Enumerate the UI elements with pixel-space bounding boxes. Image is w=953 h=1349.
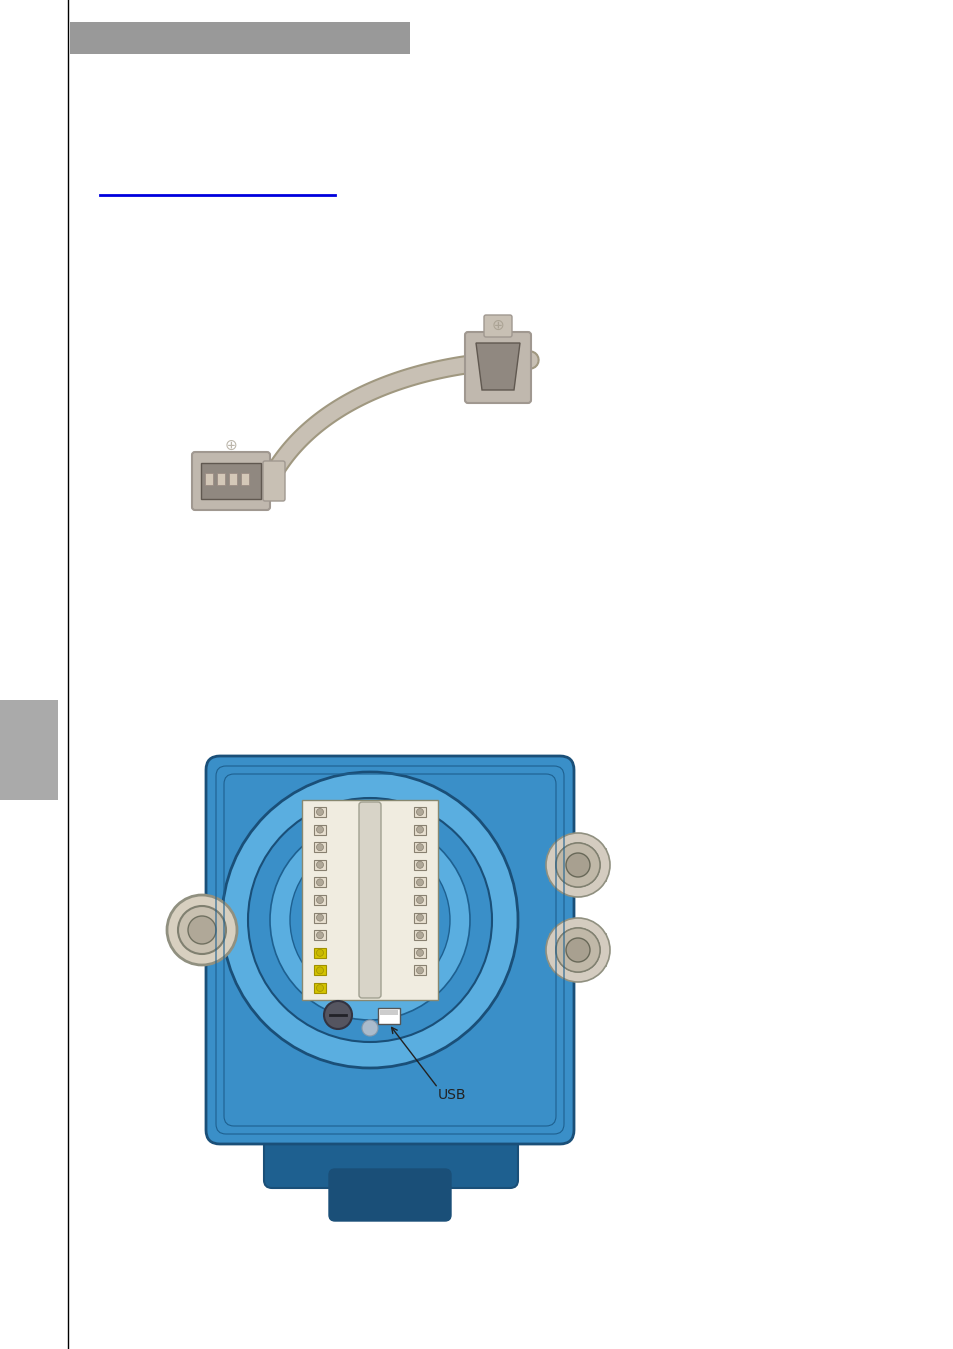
Bar	[314, 983, 326, 993]
Bar	[302, 800, 437, 1000]
Bar	[201, 463, 261, 499]
Bar	[314, 948, 326, 958]
FancyBboxPatch shape	[329, 1170, 451, 1221]
Circle shape	[556, 928, 599, 973]
FancyBboxPatch shape	[192, 452, 270, 510]
Circle shape	[167, 894, 236, 965]
FancyBboxPatch shape	[358, 803, 380, 998]
Circle shape	[316, 915, 323, 921]
Text: USB: USB	[437, 1089, 466, 1102]
Bar	[414, 807, 426, 817]
Bar	[414, 913, 426, 923]
Bar	[414, 824, 426, 835]
Bar	[314, 824, 326, 835]
Bar	[241, 473, 249, 486]
Bar	[377, 1008, 399, 1024]
Circle shape	[416, 880, 423, 886]
Bar	[216, 473, 225, 486]
Circle shape	[565, 938, 589, 962]
Circle shape	[556, 928, 599, 973]
Circle shape	[188, 916, 215, 944]
Circle shape	[178, 907, 226, 954]
Circle shape	[248, 799, 492, 1041]
Bar	[314, 966, 326, 975]
Circle shape	[545, 919, 609, 982]
Bar	[550, 934, 605, 966]
Circle shape	[316, 843, 323, 851]
Circle shape	[316, 950, 323, 956]
Bar	[205, 473, 213, 486]
Polygon shape	[476, 343, 519, 390]
Circle shape	[316, 808, 323, 816]
Circle shape	[416, 967, 423, 974]
Circle shape	[556, 843, 599, 888]
Bar	[414, 842, 426, 853]
Circle shape	[416, 843, 423, 851]
Circle shape	[324, 1001, 352, 1029]
Circle shape	[316, 967, 323, 974]
Bar	[70, 22, 410, 54]
Bar	[314, 842, 326, 853]
Circle shape	[416, 897, 423, 904]
FancyBboxPatch shape	[206, 755, 574, 1144]
Circle shape	[565, 853, 589, 877]
Circle shape	[316, 861, 323, 869]
FancyBboxPatch shape	[483, 316, 512, 337]
Bar	[314, 913, 326, 923]
Circle shape	[416, 915, 423, 921]
Circle shape	[416, 808, 423, 816]
Bar	[0, 700, 58, 800]
Bar	[414, 966, 426, 975]
Circle shape	[565, 938, 589, 962]
Bar	[414, 877, 426, 888]
Circle shape	[416, 950, 423, 956]
Bar	[314, 894, 326, 905]
Circle shape	[316, 880, 323, 886]
Circle shape	[316, 897, 323, 904]
Circle shape	[556, 843, 599, 888]
Bar	[414, 948, 426, 958]
Bar	[414, 931, 426, 940]
Bar	[314, 859, 326, 870]
Circle shape	[416, 932, 423, 939]
Circle shape	[222, 772, 517, 1068]
Bar	[314, 931, 326, 940]
FancyBboxPatch shape	[464, 332, 531, 403]
Circle shape	[290, 840, 450, 1000]
Circle shape	[545, 832, 609, 897]
Bar	[229, 473, 236, 486]
Bar	[414, 859, 426, 870]
Circle shape	[416, 826, 423, 834]
FancyBboxPatch shape	[264, 1117, 517, 1188]
Text: ⊕: ⊕	[491, 317, 504, 332]
Bar	[379, 1010, 397, 1014]
Bar	[550, 849, 605, 881]
Circle shape	[361, 1020, 377, 1036]
Circle shape	[416, 861, 423, 869]
Bar	[314, 877, 326, 888]
Circle shape	[316, 826, 323, 834]
Circle shape	[565, 853, 589, 877]
FancyBboxPatch shape	[263, 461, 285, 500]
Bar	[414, 894, 426, 905]
Text: ⊕: ⊕	[224, 437, 237, 452]
Bar	[314, 807, 326, 817]
Circle shape	[270, 820, 470, 1020]
Circle shape	[316, 985, 323, 992]
Circle shape	[316, 932, 323, 939]
